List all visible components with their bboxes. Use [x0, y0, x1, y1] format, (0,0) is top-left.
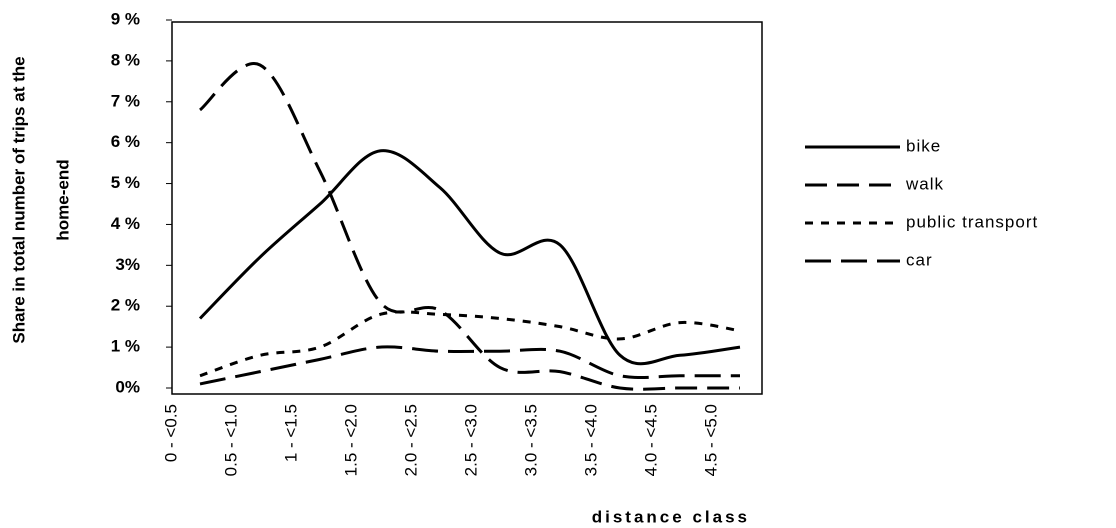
y-tick-label: 4 % — [111, 214, 140, 233]
legend-label: car — [906, 250, 933, 269]
y-tick-label: 9 % — [111, 9, 140, 28]
legend-label: public transport — [906, 212, 1038, 231]
y-axis-label: Share in total number of trips at the — [9, 56, 28, 343]
y-tick-label: 3% — [115, 255, 140, 274]
series-line — [198, 149, 741, 366]
x-tick-label: 1.5 - <2.0 — [341, 404, 360, 476]
x-tick-label: 3.0 - <3.5 — [521, 404, 540, 476]
y-tick-label: 2 % — [111, 296, 140, 315]
y-axis-label: home-end — [53, 159, 72, 240]
y-tick-label: 1 % — [111, 337, 140, 356]
x-tick-label: 4.5 - <5.0 — [701, 404, 720, 476]
x-tick-label: 2.0 - <2.5 — [401, 404, 420, 476]
y-tick-label: 5 % — [111, 173, 140, 192]
x-axis-label: distance class — [592, 507, 750, 526]
legend-label: walk — [905, 174, 944, 193]
series-line — [199, 62, 740, 391]
x-tick-label: 1 - <1.5 — [281, 404, 300, 462]
y-tick-label: 8 % — [111, 50, 140, 69]
legend-label: bike — [906, 136, 941, 155]
y-tick-label: 7 % — [111, 91, 140, 110]
x-tick-label: 2.5 - <3.0 — [461, 404, 480, 476]
x-tick-label: 3.5 - <4.0 — [581, 404, 600, 476]
x-tick-label: 0.5 - <1.0 — [221, 404, 240, 476]
y-tick-label: 6 % — [111, 132, 140, 151]
plot-frame — [171, 21, 763, 395]
y-tick-label: 0% — [115, 377, 140, 396]
x-tick-label: 4.0 - <4.5 — [641, 404, 660, 476]
series-line — [199, 310, 741, 378]
series-line — [199, 345, 740, 386]
x-tick-label: 0 - <0.5 — [161, 404, 180, 462]
